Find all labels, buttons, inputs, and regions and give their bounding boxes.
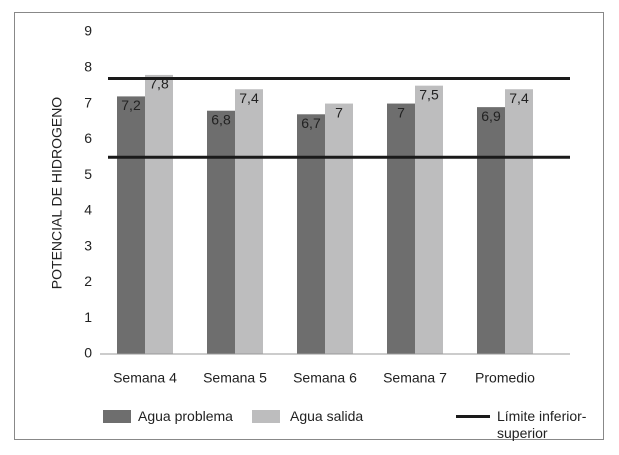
x-tick-label: Semana 5 — [203, 370, 267, 386]
y-axis-label: POTENCIAL DE HIDROGENO — [49, 97, 65, 290]
data-label: 7 — [335, 104, 343, 120]
bar — [235, 89, 263, 354]
data-label: 7 — [397, 104, 405, 120]
legend-swatch — [103, 410, 131, 423]
data-label: 7,4 — [509, 90, 529, 106]
y-tick-label: 2 — [84, 273, 92, 289]
y-tick-label: 0 — [84, 345, 92, 361]
data-label: 7,2 — [121, 97, 141, 113]
data-label: 6,9 — [481, 108, 501, 124]
y-tick-label: 4 — [84, 202, 92, 218]
bar — [505, 89, 533, 354]
bar — [415, 85, 443, 355]
y-tick-label: 9 — [84, 23, 92, 39]
data-label: 7,4 — [239, 90, 259, 106]
frame — [14, 12, 604, 440]
y-tick-label: 1 — [84, 309, 92, 325]
x-tick-label: Semana 7 — [383, 370, 447, 386]
y-tick-label: 7 — [84, 94, 92, 110]
legend-swatch — [252, 410, 280, 423]
bar — [207, 110, 235, 354]
legend-label: Agua problema — [138, 408, 233, 424]
y-tick-label: 5 — [84, 166, 92, 182]
bar — [297, 114, 325, 355]
data-label: 6,7 — [301, 115, 321, 131]
legend-label: Agua salida — [290, 408, 364, 424]
y-tick-label: 6 — [84, 130, 92, 146]
data-label: 7,5 — [419, 86, 439, 102]
data-label: 6,8 — [211, 111, 231, 127]
x-tick-label: Promedio — [475, 370, 535, 386]
x-tick-label: Semana 6 — [293, 370, 357, 386]
bar — [145, 74, 173, 354]
bar — [477, 107, 505, 354]
legend-label: Límite inferior-superior — [497, 408, 587, 441]
y-tick-label: 3 — [84, 237, 92, 253]
bar — [325, 103, 353, 354]
bar — [387, 103, 415, 354]
y-tick-label: 8 — [84, 58, 92, 74]
x-tick-label: Semana 4 — [113, 370, 177, 386]
legend-swatch — [456, 415, 490, 418]
bar — [117, 96, 145, 355]
